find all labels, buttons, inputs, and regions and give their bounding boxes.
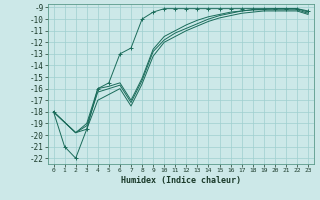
X-axis label: Humidex (Indice chaleur): Humidex (Indice chaleur)	[121, 176, 241, 185]
